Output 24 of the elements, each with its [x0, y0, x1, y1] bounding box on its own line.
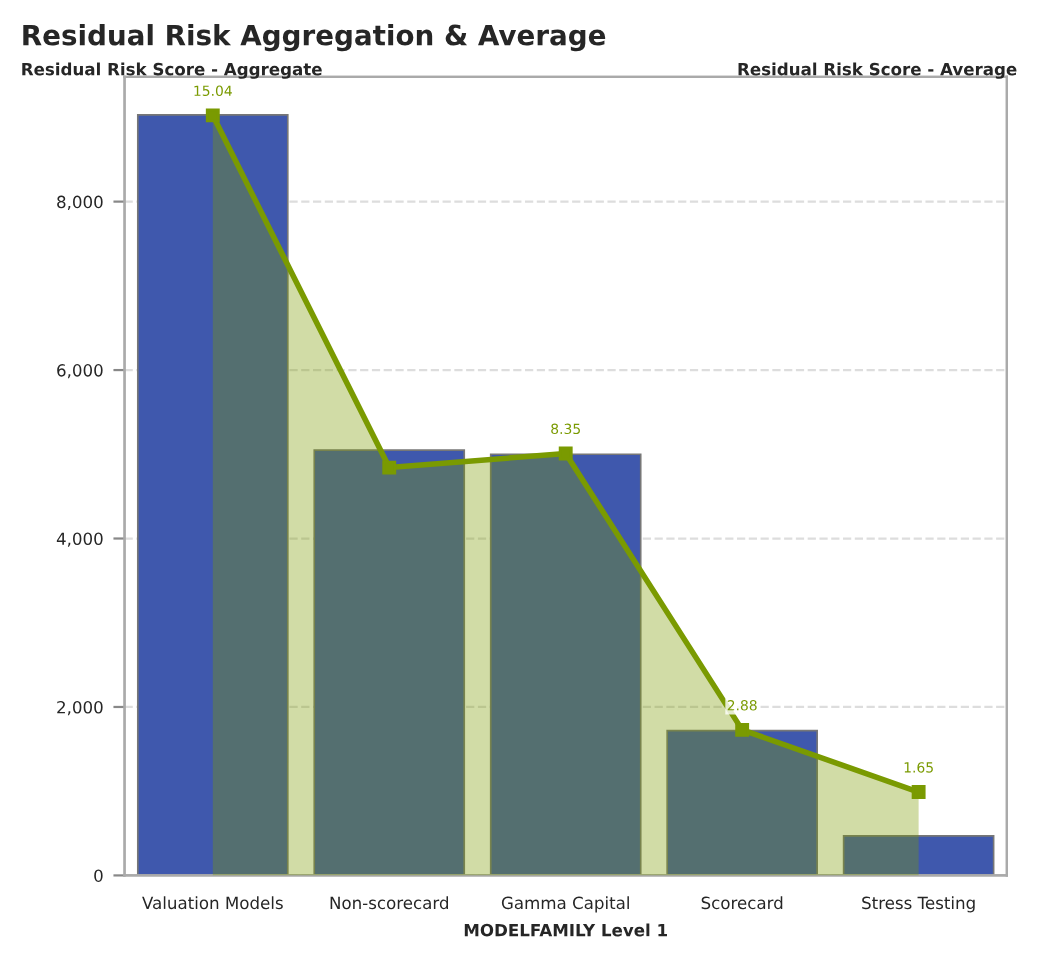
y-axis-title: Residual Risk Score - Aggregate: [22, 62, 322, 79]
x-tick-label: Valuation Models: [142, 896, 283, 910]
x-tick-label: Gamma Capital: [501, 896, 629, 913]
point: [558, 446, 573, 461]
x-tick-label: Stress Testing: [862, 896, 975, 913]
chart-title: Residual Risk Aggregation & Average: [23, 24, 606, 52]
bar: [842, 834, 995, 876]
point: [735, 722, 750, 737]
point: [911, 785, 926, 799]
y2-axis-title: Residual Risk Score - Average: [738, 62, 1017, 79]
x-axis-title: MODELFAMILY Level 1: [464, 923, 667, 937]
y-tick-label: 2,000: [57, 700, 103, 716]
x-tick-label: Non-scorecard: [330, 896, 448, 910]
y-tick-label: 6,000: [57, 364, 103, 379]
bar: [136, 114, 289, 876]
x-tick-label: Scorecard: [701, 896, 783, 910]
bar: [489, 453, 642, 876]
bar: [313, 449, 466, 876]
y-tick-label: 8,000: [57, 195, 103, 210]
y-tick-label: 4,000: [56, 532, 103, 547]
bar: [666, 729, 819, 876]
point: [205, 108, 220, 123]
point: [382, 460, 397, 475]
y-tick-label: 0: [94, 869, 103, 882]
